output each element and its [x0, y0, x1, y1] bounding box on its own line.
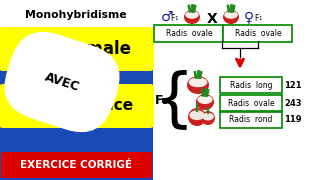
Text: ♀: ♀ — [244, 10, 254, 24]
Text: Radis  ovale: Radis ovale — [228, 98, 274, 107]
Text: {: { — [153, 69, 193, 131]
Text: 1: 1 — [258, 16, 261, 21]
Text: Radis  ovale: Radis ovale — [166, 28, 212, 37]
Text: Monohybridisme: Monohybridisme — [25, 10, 127, 20]
Text: 243: 243 — [284, 98, 302, 107]
FancyBboxPatch shape — [223, 25, 292, 42]
FancyBboxPatch shape — [220, 112, 282, 128]
Ellipse shape — [224, 11, 238, 19]
FancyBboxPatch shape — [1, 152, 152, 178]
Ellipse shape — [185, 11, 199, 19]
Ellipse shape — [189, 110, 205, 120]
Text: 1: 1 — [174, 16, 178, 21]
Text: 119: 119 — [284, 116, 302, 125]
Text: F: F — [254, 14, 258, 23]
FancyBboxPatch shape — [154, 25, 223, 42]
Text: Radis  ovale: Radis ovale — [235, 28, 281, 37]
Text: Autosomale: Autosomale — [20, 40, 132, 58]
Text: F₂: F₂ — [155, 93, 169, 107]
Ellipse shape — [223, 10, 239, 24]
FancyBboxPatch shape — [220, 77, 282, 93]
Text: 121: 121 — [284, 80, 302, 89]
Bar — [153, 0, 320, 180]
Text: AVEC: AVEC — [43, 70, 81, 94]
Ellipse shape — [184, 10, 200, 24]
Ellipse shape — [188, 108, 206, 126]
Ellipse shape — [196, 94, 214, 110]
Text: F: F — [170, 14, 174, 23]
Text: Radis  rond: Radis rond — [229, 116, 273, 125]
Ellipse shape — [202, 113, 214, 120]
Text: ♂: ♂ — [161, 10, 173, 24]
Text: Codominance: Codominance — [19, 98, 133, 114]
FancyBboxPatch shape — [0, 84, 154, 128]
Text: EXERCICE CORRIGÉ: EXERCICE CORRIGÉ — [20, 160, 132, 170]
Text: Radis  long: Radis long — [230, 80, 272, 89]
Ellipse shape — [189, 77, 207, 87]
FancyBboxPatch shape — [220, 95, 282, 111]
Ellipse shape — [201, 111, 215, 125]
Ellipse shape — [187, 76, 209, 94]
Ellipse shape — [197, 95, 213, 104]
FancyBboxPatch shape — [0, 27, 154, 71]
Text: X: X — [207, 12, 217, 26]
FancyBboxPatch shape — [0, 0, 154, 31]
